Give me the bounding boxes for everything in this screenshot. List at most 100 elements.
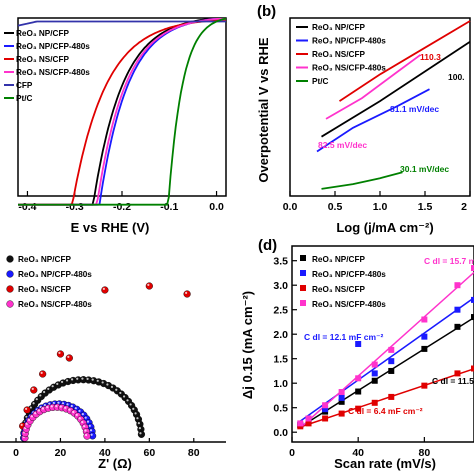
data-point [101, 286, 109, 294]
data-point-highlight [81, 420, 84, 424]
panel-c-point [137, 430, 146, 438]
panel-d-point [388, 346, 395, 353]
data-point-highlight [126, 399, 129, 402]
panel-d-point [338, 389, 345, 396]
panel-d-xtick-label: 80 [419, 447, 431, 459]
panel-d-point [297, 420, 304, 427]
panel-a: -0.4 -0.3 -0.2 -0.1 0.0 ReO₃ NP/CFP ReO₃ NP/C… [4, 17, 227, 235]
panel-c-xtick-label: 60 [143, 447, 155, 459]
panel-d-point [338, 398, 345, 405]
data-point-highlight [136, 417, 139, 420]
panel-c-point [183, 290, 191, 298]
panel-d-legend-label: ReO₃ NP/CFP [312, 255, 365, 264]
data-point-highlight [34, 412, 37, 415]
panel-d-point [388, 393, 395, 400]
data-point-highlight [139, 432, 142, 435]
panel-d-legend-marker [300, 255, 306, 261]
data-point-highlight [50, 405, 53, 408]
panel-a-series-line [18, 18, 226, 206]
panel-d-point [454, 323, 461, 330]
panel-d-ylabel: Δj 0.15 (mA cm⁻²) [240, 291, 255, 399]
panel-b-label: (b) [257, 3, 276, 20]
data-point-highlight [51, 385, 54, 388]
data-point-highlight [115, 388, 118, 391]
data-point-highlight [137, 422, 140, 425]
panel-d-point [471, 265, 474, 272]
data-point-highlight [40, 371, 43, 374]
panel-d-point [471, 296, 474, 303]
panel-b-annotation: 30.1 mV/dec [400, 164, 449, 174]
panel-c-point [65, 354, 73, 362]
data-point-highlight [68, 408, 71, 411]
panel-b-xlabel: Log (j/mA cm⁻²) [336, 220, 433, 235]
panel-d-annotation: C dl = 11.5 [432, 376, 474, 386]
panel-a-legend-label: Pt/C [16, 94, 32, 103]
panel-c-xtick-label: 20 [55, 447, 67, 459]
panel-c-legend-label: ReO₃ NS/CFP [18, 285, 71, 294]
panel-d-annotation: C dl = 15.7 m [424, 256, 474, 266]
data-point-highlight [91, 378, 94, 381]
panel-d-point [371, 399, 378, 406]
panel-b-legend-label: Pt/C [312, 77, 328, 86]
data-point-highlight [64, 406, 67, 409]
panel-d-legend-label: ReO₃ NS/CFP-480s [312, 300, 386, 309]
data-point-highlight [88, 424, 91, 427]
panel-d-point [421, 333, 428, 340]
panel-d-legend-label: ReO₃ NP/CFP-480s [312, 270, 386, 279]
panel-d-legend-label: ReO₃ NS/CFP [312, 285, 365, 294]
panel-c-point [30, 386, 38, 394]
panel-b: (b) Overpotential V vs RHE Log (j/mA cm⁻… [256, 3, 471, 235]
panel-b-xtick-label: 0.5 [328, 201, 343, 213]
panel-d-frame [291, 245, 474, 443]
panel-d-point [305, 415, 312, 422]
panel-d-point [371, 361, 378, 368]
data-point-highlight [65, 379, 69, 382]
panel-c-legend-label: ReO₃ NP/CFP-480s [18, 270, 92, 279]
panel-a-xtick-label: 0.0 [209, 201, 224, 213]
panel-c-legend-marker [6, 285, 14, 293]
data-point-highlight [48, 402, 51, 405]
data-point-highlight [29, 406, 32, 409]
panel-a-legend-label: CFP [16, 81, 33, 90]
data-point-highlight [78, 417, 81, 420]
data-point [23, 406, 31, 414]
data-point-highlight [83, 425, 86, 428]
panel-c-xtick-label: 80 [188, 447, 200, 459]
panel-d-annotation: C dl = 6.4 mF cm⁻² [348, 406, 423, 416]
panel-d-point [454, 282, 461, 289]
data-point-highlight [67, 355, 70, 358]
panel-b-series-line [321, 171, 403, 190]
panel-c-legend-marker [6, 270, 14, 278]
data-point [56, 350, 65, 358]
data-point [65, 354, 73, 362]
data-point-highlight [185, 291, 188, 294]
panel-c-point [69, 376, 77, 385]
panel-d-point [305, 420, 312, 427]
panel-d: (d) Δj 0.15 (mA cm⁻²) Scan rate (mV/s) 0… [240, 237, 474, 471]
panel-d-fit-line [299, 316, 474, 428]
panel-d-ytick-label: 1.5 [273, 354, 288, 366]
panel-a-xlabel: E vs RHE (V) [71, 220, 150, 235]
data-point-highlight [106, 383, 109, 386]
data-point-highlight [20, 423, 23, 426]
panel-d-point [421, 316, 428, 323]
data-point-highlight [47, 387, 50, 390]
panel-d-xtick-label: 40 [352, 447, 364, 459]
panel-d-xtick-label: 0 [289, 447, 295, 459]
panel-b-ylabel: Overpotential V vs RHE [256, 37, 271, 183]
data-point-highlight [56, 382, 59, 385]
panel-d-ytick-label: 2.0 [273, 329, 288, 341]
panel-a-legend-label: ReO₃ NP/CFP-480s [16, 42, 90, 51]
panel-d-point [421, 382, 428, 389]
panel-c-legend-marker [6, 255, 14, 263]
panel-b-legend-label: ReO₃ NP/CFP [312, 23, 365, 32]
data-point-highlight [31, 387, 34, 390]
panel-d-point [454, 306, 461, 313]
panel-c-xlabel: Z' (Ω) [98, 456, 132, 471]
panel-d-point [322, 415, 329, 422]
panel-a-legend-label: ReO₃ NS/CFP [16, 55, 69, 64]
data-point-highlight [147, 283, 150, 286]
data-point-highlight [61, 402, 65, 405]
data-point-highlight [90, 433, 93, 436]
